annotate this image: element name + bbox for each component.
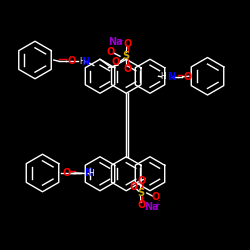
Text: H: H: [79, 57, 84, 66]
Text: -: -: [157, 198, 160, 203]
Text: H: H: [88, 168, 94, 177]
Text: O: O: [184, 72, 192, 82]
Text: +: +: [154, 202, 160, 208]
Text: O: O: [138, 176, 146, 186]
Text: N: N: [168, 72, 175, 82]
Text: S: S: [137, 188, 144, 198]
Text: H: H: [160, 72, 166, 81]
Text: Na: Na: [144, 202, 159, 212]
Text: O: O: [112, 57, 120, 67]
Text: +: +: [117, 38, 123, 44]
Text: O: O: [152, 192, 160, 202]
Text: S: S: [123, 51, 130, 61]
Text: O: O: [68, 56, 76, 66]
Text: O: O: [106, 47, 115, 57]
Text: O: O: [138, 200, 146, 210]
Text: O: O: [124, 64, 132, 74]
Text: -: -: [112, 45, 114, 51]
Text: N: N: [84, 168, 92, 178]
Text: O: O: [124, 39, 132, 49]
Text: N: N: [81, 57, 90, 67]
Text: O: O: [62, 168, 71, 178]
Text: O: O: [129, 182, 138, 192]
Text: Na: Na: [108, 38, 122, 48]
